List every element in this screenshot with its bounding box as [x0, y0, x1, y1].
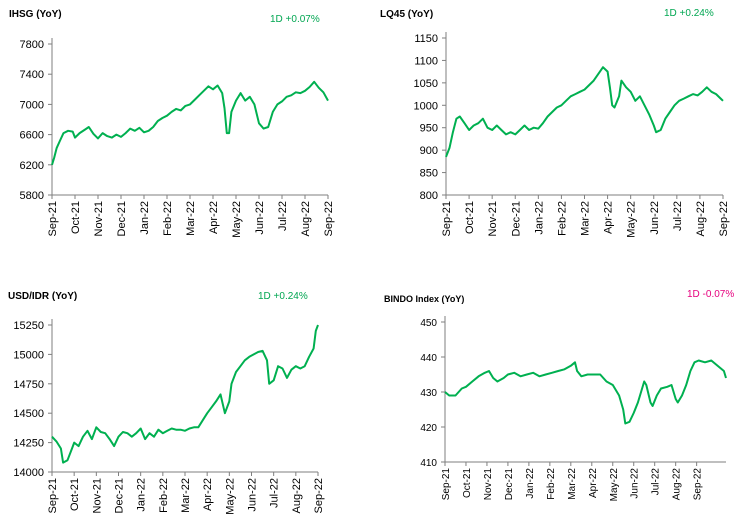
- x-tick-label: Jun-22: [247, 478, 259, 512]
- y-tick-label: 1050: [414, 78, 438, 90]
- y-tick-label: 7400: [20, 69, 44, 81]
- y-tick-label: 1100: [414, 55, 438, 67]
- daily-change-badge: 1D -0.07%: [687, 289, 735, 300]
- series-line: [445, 66, 724, 158]
- x-tick-label: Apr-22: [208, 201, 220, 234]
- x-tick-label: Sep-21: [441, 468, 452, 501]
- y-tick-label: 6200: [20, 160, 44, 172]
- x-tick-label: Mar-22: [580, 201, 592, 236]
- y-tick-label: 14250: [13, 438, 44, 450]
- y-tick-label: 14500: [13, 408, 44, 420]
- x-tick-label: Feb-22: [556, 201, 568, 236]
- x-tick-label: Jul-22: [672, 201, 684, 231]
- x-tick-label: Sep-21: [47, 478, 59, 513]
- x-tick-label: Apr-22: [603, 201, 615, 234]
- y-tick-label: 7800: [20, 39, 44, 51]
- x-tick-label: Nov-21: [483, 468, 494, 501]
- series-line: [444, 359, 727, 425]
- chart-panel-bindo: BINDO Index (YoY) 1D -0.07% 450 440 430 420…: [368, 262, 736, 523]
- x-tick-label: Mar-22: [567, 468, 578, 500]
- x-tick-label: Apr-22: [588, 468, 599, 498]
- y-tick-label: 5800: [20, 190, 44, 202]
- x-tick-label: Feb-22: [546, 468, 557, 500]
- daily-change-badge: 1D +0.24%: [258, 291, 308, 302]
- x-tick-label: May-22: [231, 201, 243, 238]
- y-tick-label: 1000: [414, 100, 438, 112]
- y-tick-label: 950: [420, 123, 438, 135]
- x-tick-label: Nov-21: [91, 478, 103, 513]
- chart-title: LQ45 (YoY): [380, 9, 434, 20]
- x-tick-label: Feb-22: [162, 201, 174, 236]
- y-tick-label: 15250: [13, 320, 44, 332]
- x-tick-label: Aug-22: [695, 201, 707, 236]
- y-tick-label: 900: [420, 145, 438, 157]
- x-tick-label: Oct-21: [70, 201, 82, 234]
- daily-change-badge: 1D +0.24%: [664, 8, 714, 19]
- x-tick-label: Jun-22: [630, 468, 641, 499]
- y-tick-label: 450: [420, 318, 437, 329]
- x-tick-label: Dec-21: [504, 468, 515, 501]
- daily-change-badge: 1D +0.07%: [270, 14, 320, 25]
- chart-title: IHSG (YoY): [9, 9, 62, 20]
- x-tick-label: Apr-22: [202, 478, 214, 511]
- x-tick-label: Jul-22: [277, 201, 289, 231]
- y-tick-label: 800: [420, 190, 438, 202]
- x-tick-label: Jul-22: [651, 468, 662, 496]
- y-tick-label: 1150: [414, 33, 438, 45]
- chart-panel-ihsg: IHSG (YoY) 1D +0.07% 7800 7400 7000 6600 620…: [0, 0, 368, 262]
- chart-title: USD/IDR (YoY): [8, 291, 78, 302]
- x-tick-label: Oct-21: [69, 478, 81, 511]
- x-tick-label: May-22: [224, 478, 236, 515]
- x-tick-label: Oct-21: [464, 201, 476, 234]
- x-tick-label: Sep-22: [323, 201, 335, 236]
- x-tick-label: Jan-22: [533, 201, 545, 235]
- y-tick-label: 7000: [20, 99, 44, 111]
- y-tick-label: 850: [420, 168, 438, 180]
- x-tick-label: May-22: [609, 468, 620, 502]
- x-tick-label: Dec-21: [510, 201, 522, 236]
- x-tick-label: Sep-21: [441, 201, 453, 236]
- chart-panel-usd-idr: USD/IDR (YoY) 1D +0.24% 15250 15000 14750 1…: [0, 262, 368, 523]
- x-tick-label: Aug-22: [291, 478, 303, 513]
- x-tick-label: Aug-22: [672, 468, 683, 501]
- x-tick-label: Nov-21: [487, 201, 499, 236]
- x-tick-label: Feb-22: [158, 478, 170, 513]
- series-line: [51, 80, 329, 166]
- y-tick-label: 6600: [20, 130, 44, 142]
- series-line: [51, 324, 319, 464]
- x-tick-label: Dec-21: [114, 478, 126, 513]
- x-tick-label: Sep-22: [718, 201, 730, 236]
- x-tick-label: Aug-22: [300, 201, 312, 236]
- y-tick-label: 410: [420, 458, 437, 469]
- y-tick-label: 15000: [13, 349, 44, 361]
- x-tick-label: Sep-21: [47, 201, 59, 236]
- x-tick-label: Jul-22: [269, 478, 281, 508]
- chart-title: BINDO Index (YoY): [384, 294, 465, 304]
- x-tick-label: Dec-21: [116, 201, 128, 236]
- x-tick-label: Oct-21: [462, 468, 473, 498]
- x-tick-label: Mar-22: [185, 201, 197, 236]
- y-tick-label: 430: [420, 388, 437, 399]
- x-tick-label: Nov-21: [93, 201, 105, 236]
- x-tick-label: Jan-22: [525, 468, 536, 499]
- y-tick-label: 440: [420, 353, 437, 364]
- x-tick-label: May-22: [626, 201, 638, 238]
- x-tick-label: Jun-22: [254, 201, 266, 235]
- x-tick-label: Sep-22: [693, 468, 704, 501]
- x-tick-label: Jan-22: [136, 478, 148, 512]
- x-tick-label: Jun-22: [649, 201, 661, 235]
- y-tick-label: 420: [420, 423, 437, 434]
- y-tick-label: 14000: [13, 467, 44, 479]
- x-tick-label: Mar-22: [180, 478, 192, 513]
- x-tick-label: Jan-22: [139, 201, 151, 235]
- chart-panel-lq45: LQ45 (YoY) 1D +0.24% 1150 1100 1050 1000 950…: [368, 0, 736, 262]
- line-chart: 450 440 430 420 410 Sep-21 Oct-21 Nov-21 Dec-21 J…: [420, 316, 727, 502]
- y-tick-label: 14750: [13, 379, 44, 391]
- x-tick-label: Sep-22: [313, 478, 325, 513]
